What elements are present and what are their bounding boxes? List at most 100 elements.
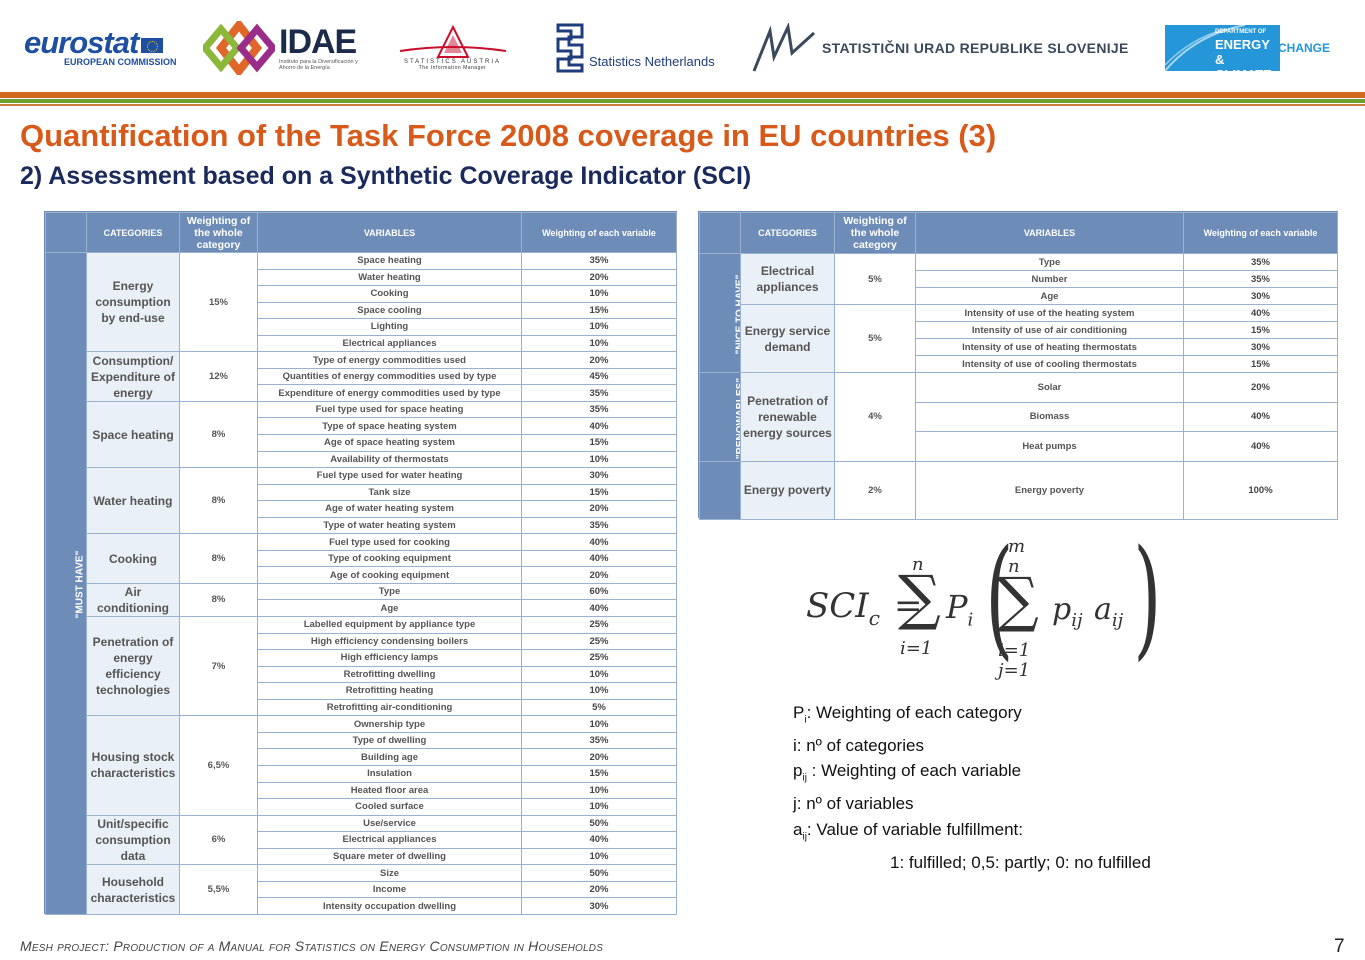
category-cell: Water heating (86, 467, 180, 535)
variable-weight-cell: 20% (521, 268, 677, 287)
variable-cell: Intensity of use of heating thermostats (915, 338, 1184, 356)
variable-weight-cell: 100% (1183, 460, 1338, 520)
variable-cell: Type of water heating system (257, 516, 522, 535)
variable-weight-cell: 15% (521, 434, 677, 452)
variable-cell: Intensity of use of the heating system (915, 304, 1184, 322)
table-row: Type of cooking equipment 40% (46, 549, 677, 568)
category-weight-cell: 8% (179, 582, 258, 618)
table-row: Intensity of use of cooling thermostats 1… (700, 355, 1338, 373)
table-row: Type of space heating system 40% (46, 417, 677, 436)
table-row: Intensity of use of heating thermostats 3… (700, 338, 1338, 356)
table-row: Heat pumps 40% (700, 431, 1338, 462)
variable-weight-cell: 35% (521, 400, 677, 419)
variable-weight-cell: 40% (521, 533, 677, 551)
variable-cell: Type (915, 253, 1184, 271)
category-cell: Cooking (86, 533, 180, 584)
formula-P: Pi (946, 588, 974, 631)
left-paren-icon: ( (985, 521, 1014, 673)
table-row: "RENOWABLES" Penetration of renewable ene… (699, 372, 1338, 462)
decc-line4: CHANGE (1278, 41, 1331, 55)
variable-weight-cell: 35% (521, 252, 677, 270)
formula-lhs: SCIc (806, 586, 880, 630)
table-row: Water heating 8% Fuel type used for water … (46, 467, 677, 535)
formula-equals: = (894, 586, 923, 626)
eurostat-subtitle: EUROPEAN COMMISSION (64, 57, 177, 67)
idae-subtitle: Instituto para la Diversificación y Ahor… (279, 59, 358, 71)
variable-cell: Quantities of energy commodities used by… (257, 367, 522, 386)
category-cell: Energy service demand (740, 304, 835, 373)
variable-weight-cell: 20% (521, 748, 677, 766)
variable-weight-cell: 10% (521, 781, 677, 800)
table-row: Consumption/ Expenditure of energy 12% Typ… (46, 351, 677, 402)
category-cell: Penetration of renewable energy sources (740, 372, 835, 462)
variable-cell: Heat pumps (915, 431, 1184, 462)
variable-cell: Electrical appliances (257, 334, 522, 353)
variables-header: VARIABLES (257, 212, 522, 253)
table-row: Building age 20% (46, 748, 677, 766)
variable-cell: Labelled equipment by appliance type (257, 616, 522, 634)
slovenia-wordmark: STATISTIČNI URAD REPUBLIKE SLOVENIJE (822, 40, 1129, 56)
group-label-cell: "MUST HAVE" (45, 252, 87, 915)
variable-weight-cell: 15% (521, 301, 677, 320)
table-row: Energy service demand 5% Intensity of use … (700, 304, 1338, 373)
category-weight-cell: 12% (179, 351, 258, 402)
variable-weight-cell: 10% (521, 798, 677, 816)
variable-cell: Tank size (257, 483, 522, 502)
variable-cell: Insulation (257, 764, 522, 783)
legend-line-1: Pi: Weighting of each category (793, 703, 1022, 726)
variable-cell: Expenditure of energy commodities used b… (257, 384, 522, 402)
variable-cell: Cooled surface (257, 798, 522, 816)
optional-table-container: CATEGORIES Weighting of the whole catego… (698, 211, 1338, 520)
category-cell: Space heating (86, 400, 180, 469)
variable-weight-cell: 45% (521, 367, 677, 386)
table-row: Intensity occupation dwelling 30% (46, 897, 677, 915)
variable-cell: Fuel type used for cooking (257, 533, 522, 551)
group-header (45, 212, 87, 253)
variable-weight-cell: 10% (521, 450, 677, 469)
variable-cell: Retrofitting dwelling (257, 665, 522, 684)
table-row: High efficiency condensing boilers 25% (46, 632, 677, 651)
eurostat-wordmark: eurostat (24, 25, 139, 60)
table-row: Insulation 15% (46, 764, 677, 783)
variable-cell: Size (257, 864, 522, 882)
table-row: Quantities of energy commodities used by… (46, 367, 677, 386)
page-subtitle: 2) Assessment based on a Synthetic Cover… (20, 162, 752, 190)
table-row: Intensity of use of air conditioning 15% (700, 321, 1338, 339)
table-row: Age 40% (46, 599, 677, 618)
cbs-logo: Statistics Netherlands (555, 18, 715, 78)
variable-cell: Biomass (915, 401, 1184, 432)
variable-weight-cell: 10% (521, 665, 677, 684)
variable-weight-cell: 10% (521, 682, 677, 700)
sci-formula: SCIc = n ∑ i=1 Pi ( m n ∑ i=1 j=1 pij ai… (800, 532, 1161, 688)
table-row: Space heating 8% Fuel type used for space … (46, 400, 677, 469)
variable-weight-cell: 15% (521, 764, 677, 783)
austria-subtitle: The Information Manager (418, 65, 487, 71)
outer-sum-top: n (912, 554, 924, 575)
table-row: Type of dwelling 35% (46, 731, 677, 750)
idae-logo: IDAE Instituto para la Diversificación y… (203, 18, 359, 78)
variable-weight-cell: 15% (521, 483, 677, 502)
table-row: Penetration of energy efficiency technol… (46, 616, 677, 717)
variable-weight-cell: 30% (521, 897, 677, 915)
variable-weight-cell: 25% (521, 616, 677, 634)
variable-weight-cell: 20% (521, 566, 677, 584)
must-have-table: CATEGORIES Weighting of the whole catego… (45, 212, 677, 915)
inner-sum-top-n: n (1008, 556, 1020, 577)
variable-weight-cell: 5% (521, 698, 677, 717)
slovenia-emblem-icon (752, 23, 816, 72)
formula-a: aij (1094, 592, 1124, 631)
variable-cell: Square meter of dwelling (257, 847, 522, 866)
must-have-table-container: CATEGORIES Weighting of the whole catego… (44, 211, 677, 915)
cbs-wordmark: Statistics Netherlands (589, 53, 715, 69)
outer-sigma-icon: ∑ (898, 563, 941, 633)
variable-weight-cell: 20% (521, 351, 677, 369)
header-stripe-orange (0, 92, 1365, 98)
eu-flag-icon (141, 38, 164, 53)
weighting-category-header: Weighting of the whole category (834, 212, 916, 254)
variable-weight-cell: 25% (521, 632, 677, 651)
variable-cell: Type of cooking equipment (257, 549, 522, 568)
variable-cell: Age of cooking equipment (257, 566, 522, 584)
variable-cell: Availability of thermostats (257, 450, 522, 469)
variable-weight-cell: 15% (1183, 355, 1338, 373)
